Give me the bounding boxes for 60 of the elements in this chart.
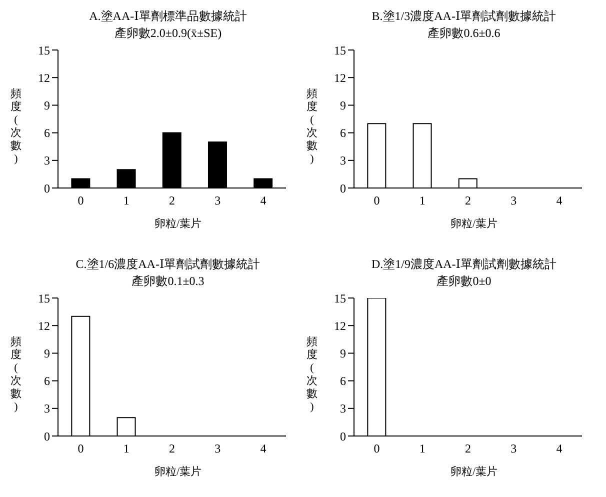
x-axis-title: 卵粒/葉片 — [153, 216, 203, 231]
chart-title: D.塗1/9濃度AA-Ⅰ單劑試劑數據統計 — [370, 256, 558, 273]
x-tick-label: 3 — [510, 442, 517, 456]
y-tick-label: 0 — [44, 181, 50, 196]
y-tick-label: 9 — [340, 98, 346, 112]
y-tick-label: 0 — [340, 429, 346, 444]
y-axis-title: 頻度(次數) — [306, 336, 318, 414]
x-tick-label: 2 — [169, 194, 175, 208]
y-tick-label: 3 — [44, 154, 50, 168]
y-tick-label: 3 — [44, 402, 50, 416]
y-tick-label: 6 — [340, 126, 346, 140]
y-tick-label: 12 — [334, 318, 346, 333]
x-tick-label: 3 — [214, 442, 221, 456]
y-axis-title: 頻度(次數) — [10, 336, 22, 414]
y-tick-label: 15 — [334, 291, 346, 306]
x-tick-label: 1 — [123, 194, 130, 208]
x-tick-label: 0 — [78, 194, 84, 208]
x-axis-title: 卵粒/葉片 — [153, 464, 203, 479]
x-tick-label: 2 — [465, 194, 471, 208]
x-tick-label: 2 — [169, 442, 175, 456]
y-tick-label: 0 — [44, 429, 50, 444]
y-tick-label: 9 — [340, 346, 346, 360]
y-tick-label: 6 — [44, 374, 50, 388]
y-tick-label: 0 — [340, 181, 346, 196]
y-tick-label: 12 — [334, 70, 346, 85]
x-tick-label: 4 — [260, 194, 266, 208]
y-tick-label: 12 — [38, 70, 50, 85]
x-tick-label: 3 — [214, 194, 221, 208]
x-tick-label: 4 — [556, 442, 562, 456]
y-tick-label: 6 — [340, 374, 346, 388]
x-tick-label: 4 — [260, 442, 266, 456]
y-axis-title: 頻度(次數) — [10, 88, 22, 166]
x-tick-label: 1 — [123, 442, 130, 456]
x-tick-label: 0 — [78, 442, 84, 456]
y-tick-label: 15 — [38, 291, 50, 306]
chart-subtitle: 產卵數2.0±0.9(x̄±SE) — [113, 25, 223, 42]
y-tick-label: 6 — [44, 126, 50, 140]
y-tick-label: 3 — [340, 154, 346, 168]
chart-title: A.塗AA-Ⅰ單劑標準品數據統計 — [88, 8, 248, 25]
chart-subtitle: 產卵數0.1±0.3 — [130, 273, 206, 290]
x-tick-label: 1 — [419, 442, 426, 456]
x-axis-title: 卵粒/葉片 — [449, 464, 499, 479]
x-tick-label: 0 — [374, 442, 380, 456]
x-axis-title: 卵粒/葉片 — [449, 216, 499, 231]
chart-subtitle: 產卵數0±0 — [436, 273, 492, 290]
y-tick-label: 9 — [44, 346, 50, 360]
y-axis-title: 頻度(次數) — [306, 88, 318, 166]
chart-title: B.塗1/3濃度AA-Ⅰ單劑試劑數據統計 — [370, 8, 558, 25]
x-tick-label: 0 — [374, 194, 380, 208]
x-tick-label: 3 — [510, 194, 517, 208]
x-tick-label: 1 — [419, 194, 426, 208]
y-tick-label: 15 — [38, 43, 50, 58]
chart-subtitle: 產卵數0.6±0.6 — [426, 25, 502, 42]
x-tick-label: 2 — [465, 442, 471, 456]
y-tick-label: 12 — [38, 318, 50, 333]
x-tick-label: 4 — [556, 194, 562, 208]
y-tick-label: 9 — [44, 98, 50, 112]
chart-title: C.塗1/6濃度AA-Ⅰ單劑試劑數據統計 — [74, 256, 262, 273]
y-tick-label: 15 — [334, 43, 346, 58]
y-tick-label: 3 — [340, 402, 346, 416]
